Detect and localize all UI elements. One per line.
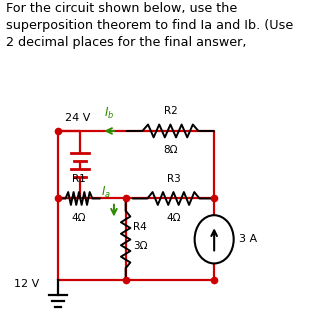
Text: R2: R2 — [163, 107, 177, 117]
Text: 3 A: 3 A — [239, 234, 257, 244]
Text: 8Ω: 8Ω — [163, 145, 178, 155]
Text: R3: R3 — [167, 174, 180, 184]
Text: $I_b$: $I_b$ — [104, 106, 115, 121]
Text: R4: R4 — [134, 222, 147, 232]
Text: 4Ω: 4Ω — [72, 213, 86, 223]
Text: For the circuit shown below, use the
superposition theorem to find Ia and Ib. (U: For the circuit shown below, use the sup… — [6, 2, 293, 49]
Text: $I_a$: $I_a$ — [101, 185, 111, 200]
Text: R1: R1 — [72, 174, 86, 184]
Text: 24 V: 24 V — [65, 113, 90, 123]
Text: 4Ω: 4Ω — [166, 213, 181, 223]
Text: 12 V: 12 V — [14, 279, 40, 289]
Text: 3Ω: 3Ω — [134, 241, 148, 251]
